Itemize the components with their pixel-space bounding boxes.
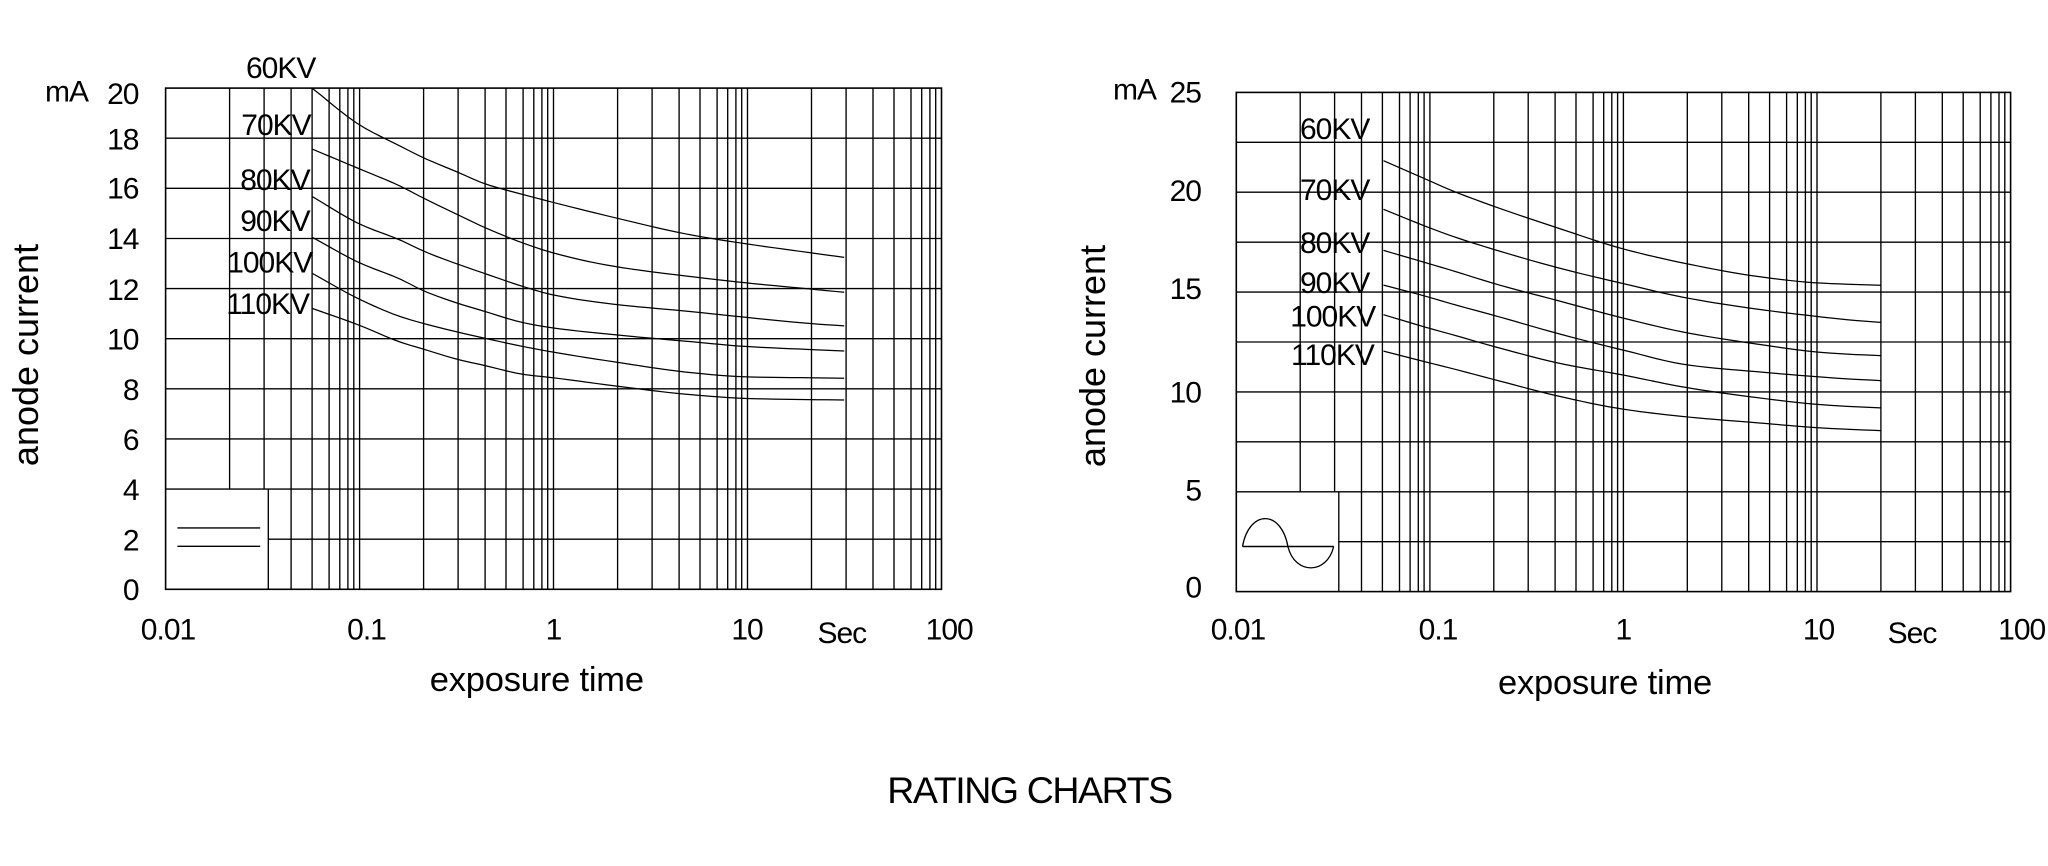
svg-text:0.1: 0.1: [1419, 614, 1458, 647]
svg-text:10: 10: [107, 324, 139, 357]
svg-text:anode current: anode current: [1072, 245, 1113, 467]
svg-text:mA: mA: [1113, 74, 1157, 107]
svg-text:0.1: 0.1: [347, 614, 386, 647]
svg-text:0: 0: [123, 574, 139, 607]
svg-text:0.01: 0.01: [1211, 614, 1266, 647]
svg-text:100KV: 100KV: [227, 246, 313, 279]
svg-text:4: 4: [123, 474, 139, 507]
svg-text:anode current: anode current: [5, 244, 46, 466]
svg-text:70KV: 70KV: [1300, 174, 1370, 207]
svg-text:110KV: 110KV: [1291, 339, 1375, 372]
svg-text:18: 18: [107, 124, 139, 157]
svg-text:100: 100: [926, 614, 973, 647]
svg-text:20: 20: [107, 78, 139, 111]
svg-text:12: 12: [107, 274, 139, 307]
svg-text:0: 0: [1185, 571, 1201, 604]
svg-text:16: 16: [107, 173, 139, 206]
svg-text:2: 2: [123, 524, 139, 557]
svg-text:14: 14: [107, 223, 139, 256]
svg-text:1: 1: [1615, 614, 1631, 647]
svg-text:60KV: 60KV: [246, 52, 316, 85]
svg-text:6: 6: [123, 424, 139, 457]
svg-text:100KV: 100KV: [1290, 301, 1376, 334]
svg-text:100: 100: [1998, 614, 2045, 647]
svg-text:80KV: 80KV: [1300, 227, 1370, 260]
svg-text:110KV: 110KV: [226, 288, 310, 321]
svg-text:5: 5: [1185, 474, 1201, 507]
svg-text:15: 15: [1170, 273, 1202, 306]
svg-text:exposure time: exposure time: [430, 661, 644, 699]
svg-text:10: 10: [1803, 614, 1835, 647]
svg-text:10: 10: [1170, 376, 1202, 409]
svg-text:Sec: Sec: [1888, 617, 1938, 650]
svg-text:1: 1: [546, 614, 562, 647]
svg-text:10: 10: [731, 614, 763, 647]
svg-text:90KV: 90KV: [1300, 267, 1370, 300]
svg-text:70KV: 70KV: [241, 109, 311, 142]
svg-text:0.01: 0.01: [141, 614, 196, 647]
svg-text:60KV: 60KV: [1300, 113, 1370, 146]
svg-text:8: 8: [123, 374, 139, 407]
svg-text:20: 20: [1170, 175, 1202, 208]
svg-text:80KV: 80KV: [240, 164, 310, 197]
svg-text:mA: mA: [45, 76, 89, 109]
svg-text:25: 25: [1170, 76, 1202, 109]
svg-text:exposure time: exposure time: [1498, 664, 1712, 702]
svg-text:RATING CHARTS: RATING CHARTS: [887, 769, 1172, 811]
svg-text:90KV: 90KV: [240, 205, 310, 238]
svg-text:Sec: Sec: [817, 617, 867, 650]
